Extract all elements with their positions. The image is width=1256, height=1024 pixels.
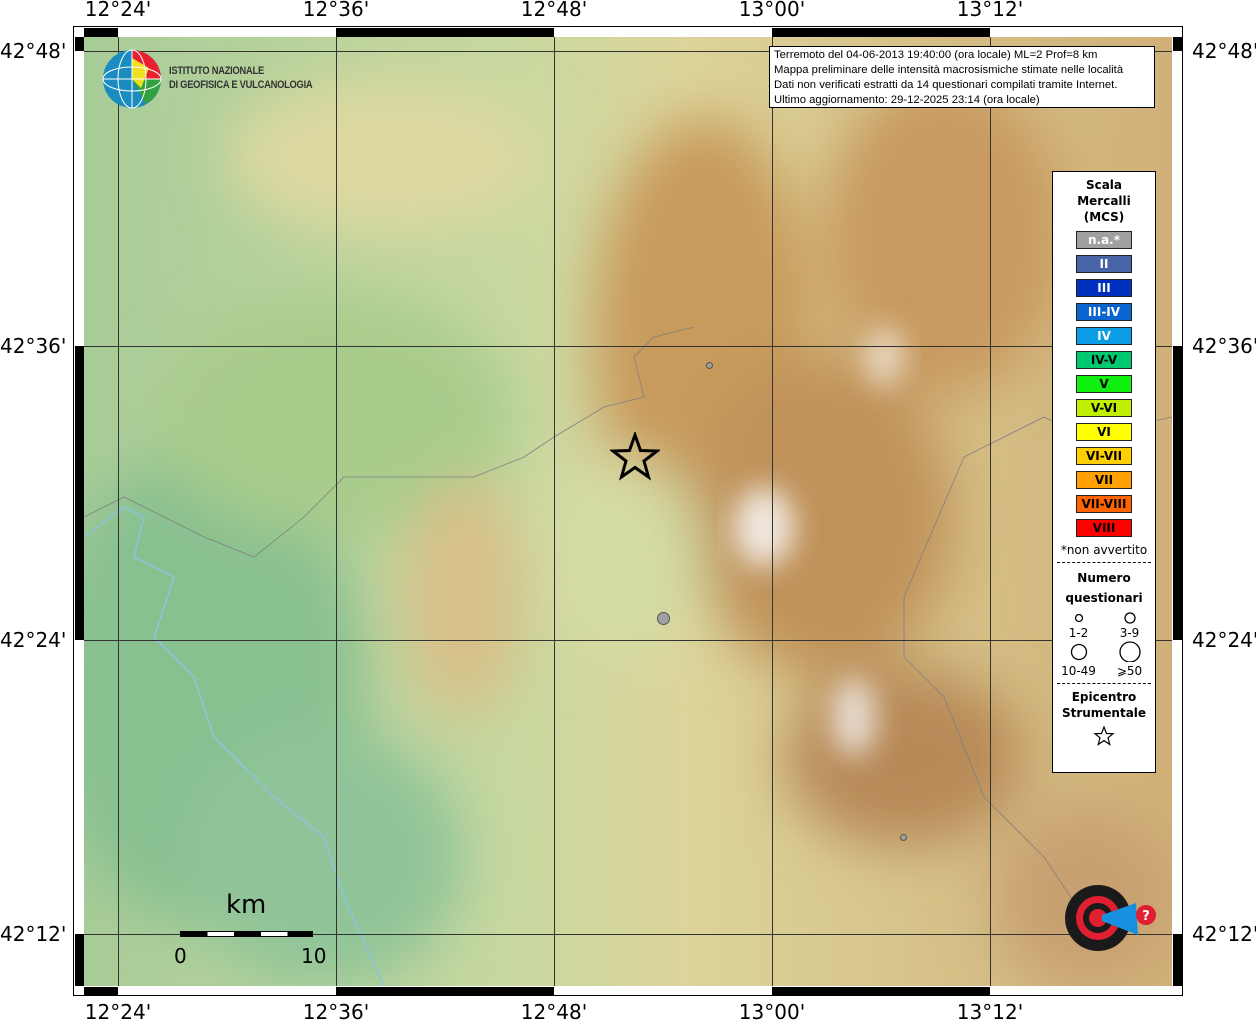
lon-tick-label: 12°48' — [520, 1000, 588, 1024]
lat-tick-label: 42°36' — [1192, 334, 1256, 358]
legend-title: Mercalli — [1077, 194, 1131, 208]
info-line: Dati non verificati estratti da 14 quest… — [774, 79, 1118, 91]
intensity-swatch: V — [1076, 375, 1132, 393]
star-icon — [1093, 725, 1115, 746]
circle-medium-icon — [1123, 612, 1136, 624]
border-bar — [336, 987, 554, 996]
meridian-line — [336, 37, 337, 986]
intensity-swatch: III-IV — [1076, 303, 1132, 321]
count-sizes: 1-2 3-9 10-49 ⩾50 — [1053, 610, 1155, 678]
intensity-swatch: VIII — [1076, 519, 1132, 537]
count-label: 10-49 — [1061, 664, 1096, 678]
lon-tick-label: 13°00' — [738, 1000, 806, 1024]
info-line: Terremoto del 04-06-2013 19:40:00 (ora l… — [774, 49, 1098, 61]
divider — [1057, 562, 1151, 563]
scale-bar-end: 10 — [301, 944, 327, 968]
info-line: Ultimo aggiornamento: 29-12-2025 23:14 (… — [774, 94, 1040, 106]
lat-tick-label: 42°12' — [0, 922, 67, 946]
divider — [1057, 683, 1151, 684]
intensity-swatch: IV-V — [1076, 351, 1132, 369]
legend-title: (MCS) — [1083, 210, 1125, 224]
count-label: 3-9 — [1119, 626, 1140, 640]
border-bar — [1173, 37, 1182, 51]
border-bar — [1173, 346, 1182, 640]
border-bar — [75, 37, 84, 51]
epicenter-star-icon[interactable] — [609, 431, 660, 482]
haisentito-logo: ? — [1065, 885, 1156, 951]
circle-xlarge-icon — [1118, 641, 1141, 663]
lon-tick-label: 13°12' — [956, 0, 1024, 21]
count-title: Numero — [1077, 571, 1131, 585]
lat-tick-label: 42°48' — [0, 39, 67, 63]
parallel-line — [84, 51, 1172, 52]
meridian-line — [990, 37, 991, 986]
count-label: 1-2 — [1068, 626, 1089, 640]
intensity-scale: n.a.* II III III-IV IV IV-V V V-VI VI VI-VII VII VI… — [1053, 231, 1155, 537]
parallel-line — [84, 934, 1172, 935]
meridian-line — [772, 37, 773, 986]
logo-line1: ISTITUTO NAZIONALE — [169, 65, 264, 77]
border-bar — [1173, 934, 1182, 986]
scale-bar-start: 0 — [174, 944, 187, 968]
lon-tick-label: 12°48' — [520, 0, 588, 21]
epicenter-title: Strumentale — [1061, 706, 1147, 720]
intensity-swatch: VI-VII — [1076, 447, 1132, 465]
legend: Scala Mercalli (MCS) n.a.* II III III-IV IV I… — [1052, 171, 1156, 773]
intensity-swatch: VII-VIII — [1076, 495, 1132, 513]
meridian-line — [554, 37, 555, 986]
info-line: Mappa preliminare delle intensità macros… — [774, 64, 1124, 76]
intensity-point[interactable] — [900, 833, 908, 841]
lat-tick-label: 42°36' — [0, 334, 67, 358]
lon-tick-label: 13°00' — [738, 0, 806, 21]
legend-title: Scala — [1085, 178, 1123, 192]
lat-tick-label: 42°24' — [0, 628, 67, 652]
count-item: ⩾50 — [1104, 640, 1155, 678]
lon-tick-label: 12°24' — [84, 0, 152, 21]
logo-line2: DI GEOFISICA E VULCANOLOGIA — [169, 79, 313, 91]
border-bar — [75, 346, 84, 640]
lat-tick-label: 42°24' — [1192, 628, 1256, 652]
count-item: 1-2 — [1053, 610, 1104, 640]
intensity-swatch: II — [1076, 255, 1132, 273]
ingv-logo — [102, 49, 162, 109]
intensity-swatch: n.a.* — [1076, 231, 1132, 249]
count-title: questionari — [1065, 591, 1143, 605]
earthquake-info-box: Terremoto del 04-06-2013 19:40:00 (ora l… — [769, 46, 1155, 108]
intensity-point[interactable] — [656, 612, 670, 626]
border-bar — [84, 28, 118, 37]
terrain — [84, 37, 1172, 986]
epicenter-title: Epicentro — [1071, 690, 1137, 704]
intensity-point[interactable] — [706, 361, 714, 369]
scale-bar — [180, 931, 313, 937]
lon-tick-label: 12°24' — [84, 1000, 152, 1024]
intensity-swatch: VII — [1076, 471, 1132, 489]
circle-large-icon — [1070, 643, 1087, 661]
map-area[interactable] — [84, 37, 1172, 986]
circle-small-icon — [1074, 613, 1083, 623]
parallel-line — [84, 346, 1172, 347]
ingv-logo-text: ISTITUTO NAZIONALE DI GEOFISICA E VULCAN… — [169, 64, 313, 92]
intensity-swatch: VI — [1076, 423, 1132, 441]
lon-tick-label: 13°12' — [956, 1000, 1024, 1024]
parallel-line — [84, 640, 1172, 641]
lon-tick-label: 12°36' — [302, 0, 370, 21]
legend-note: *non avvertito — [1060, 543, 1148, 557]
lat-tick-label: 42°12' — [1192, 922, 1256, 946]
border-bar — [84, 987, 118, 996]
intensity-swatch: IV — [1076, 327, 1132, 345]
border-bar — [772, 987, 990, 996]
meridian-line — [118, 37, 119, 986]
border-bar — [75, 934, 84, 986]
lat-tick-label: 42°48' — [1192, 39, 1256, 63]
svg-text:?: ? — [1142, 909, 1150, 924]
lon-tick-label: 12°36' — [302, 1000, 370, 1024]
intensity-swatch: V-VI — [1076, 399, 1132, 417]
intensity-swatch: III — [1076, 279, 1132, 297]
border-bar — [336, 28, 554, 37]
count-item: 3-9 — [1104, 610, 1155, 640]
scale-bar-unit: km — [226, 890, 267, 920]
count-item: 10-49 — [1053, 640, 1104, 678]
border-bar — [772, 28, 990, 37]
count-label: ⩾50 — [1116, 664, 1143, 678]
